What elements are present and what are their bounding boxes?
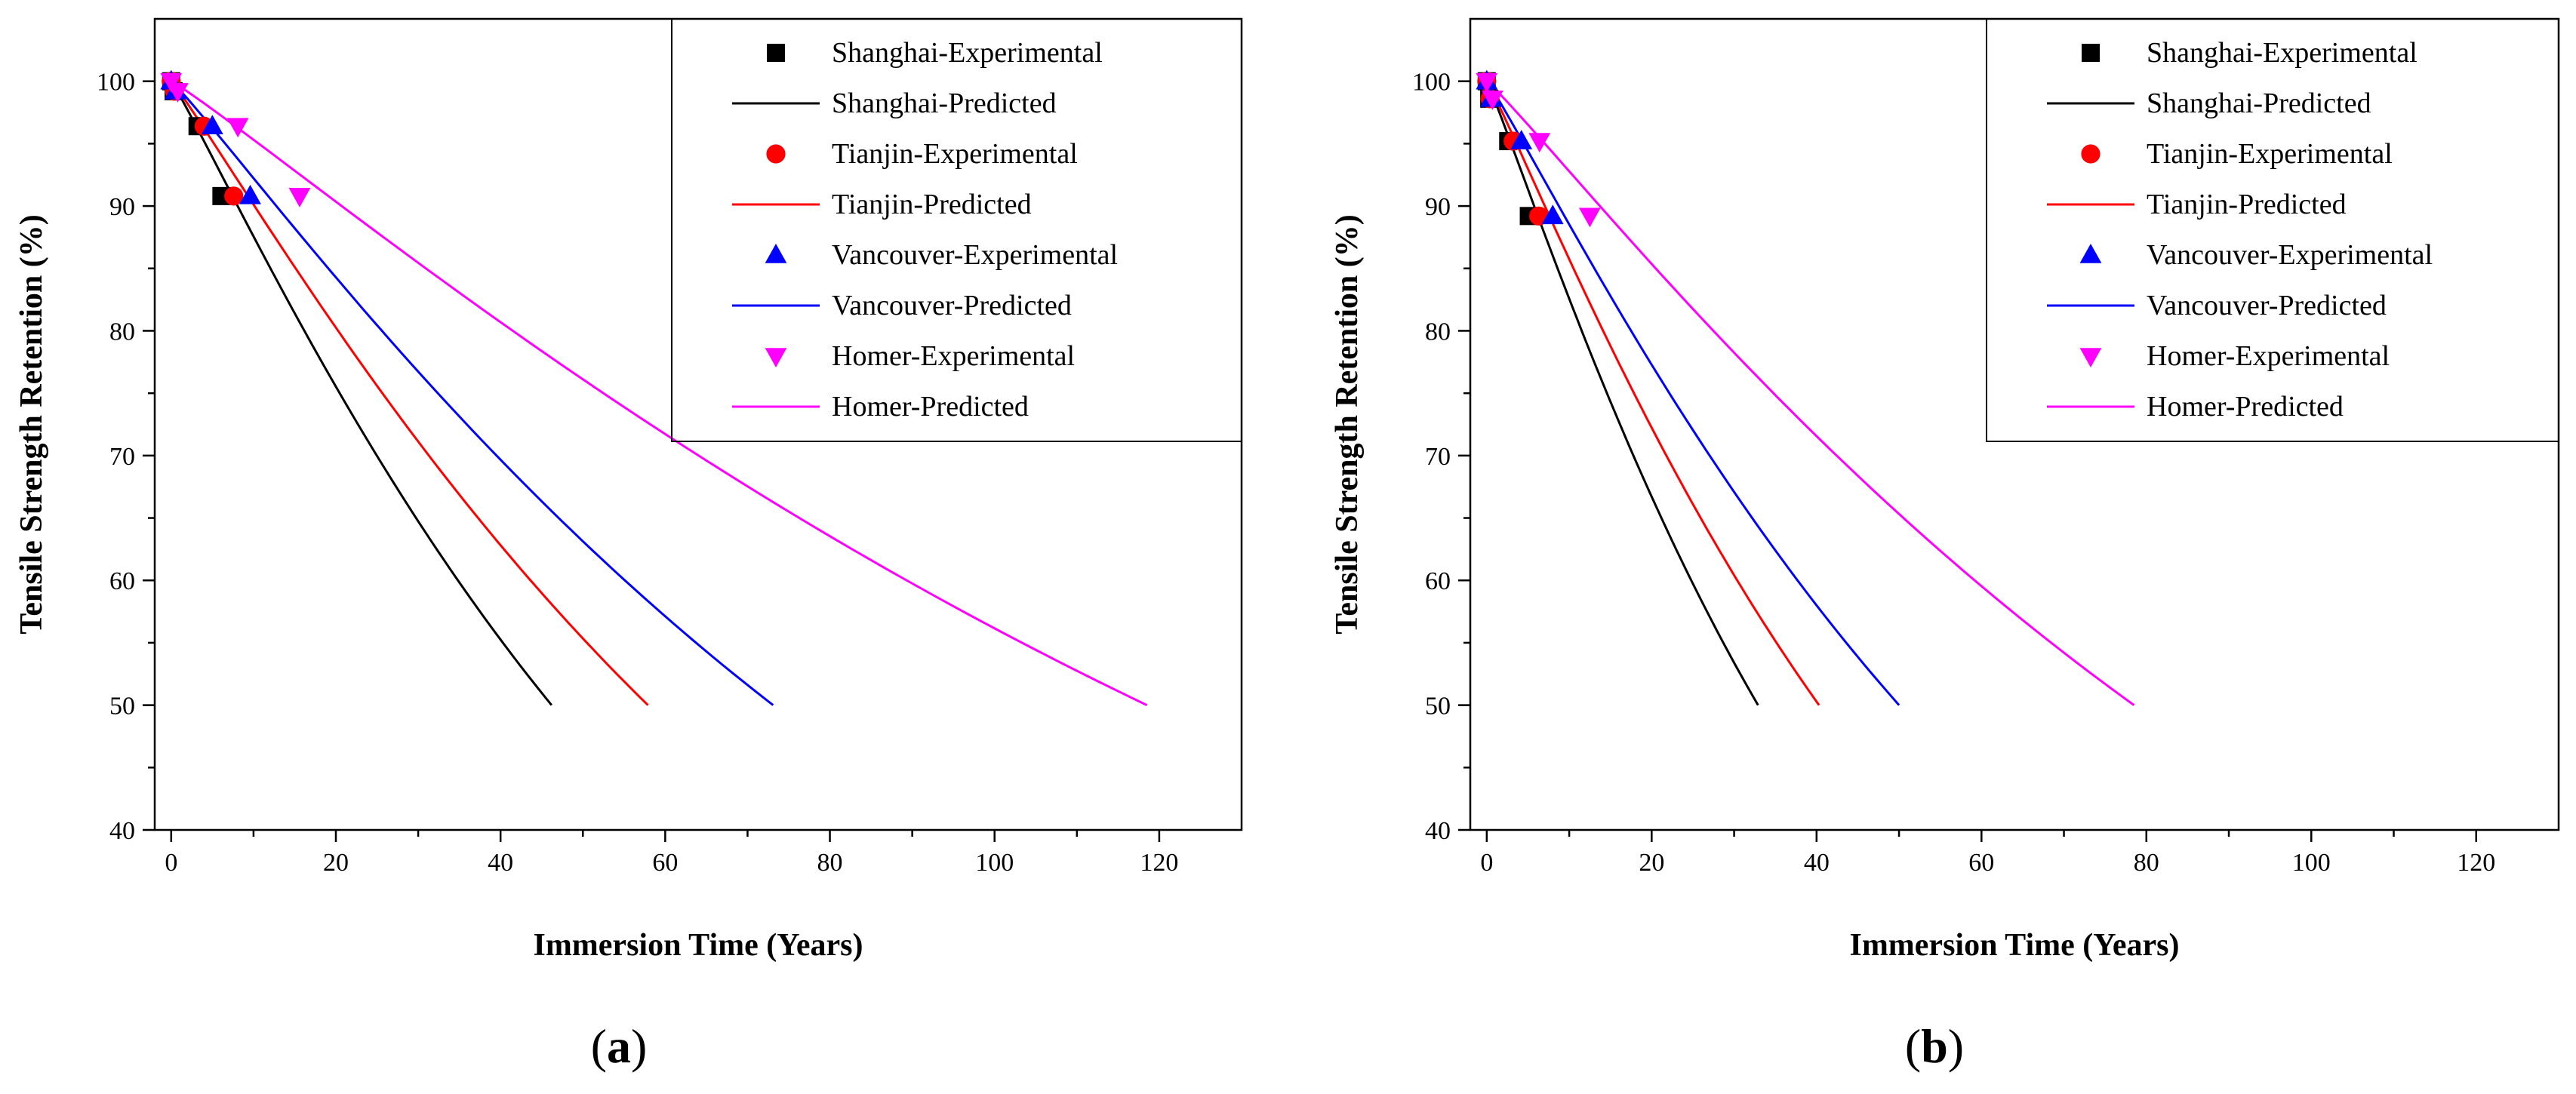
panel-label-close: ) (1948, 1019, 1964, 1073)
chart-panel-a: 0 20 40 60 80 100 120 40 50 60 70 80 90 100 Immersion … (14, 17, 1243, 1073)
legend-label: Shanghai-Experimental (832, 37, 1103, 69)
x-axis-title: Immersion Time (Years) (1849, 928, 2179, 963)
legend-label: Homer-Experimental (2147, 340, 2390, 372)
legend-marker-vancouver (765, 244, 787, 263)
tianjin-experimental-point (1529, 206, 1549, 226)
y-tick-label: 70 (109, 443, 135, 471)
shanghai-predicted-line (1485, 81, 1759, 706)
vancouver-predicted-line (1485, 80, 1900, 706)
homer-experimental-point (226, 118, 249, 138)
homer-experimental-point (1579, 207, 1601, 228)
panel-label-letter: b (1921, 1019, 1948, 1073)
legend-label: Homer-Predicted (2147, 391, 2344, 423)
panel-label-close: ) (631, 1019, 647, 1073)
x-tick-label: 120 (2457, 849, 2495, 877)
x-axis-title: Immersion Time (Years) (533, 928, 863, 963)
x-tick-label: 20 (323, 849, 349, 877)
x-tick-label: 60 (652, 849, 678, 877)
homer-experimental-point (167, 83, 189, 103)
panel-label: (b) (1905, 1019, 1964, 1073)
legend-marker-homer (765, 348, 787, 367)
legend-box (1986, 18, 2559, 442)
y-tick-label: 70 (1425, 443, 1451, 471)
y-tick-label: 50 (109, 693, 135, 721)
legend-marker-vancouver (2079, 244, 2102, 263)
x-tick-label: 60 (1968, 849, 1994, 877)
x-tick-label: 40 (488, 849, 513, 877)
panel-label: (a) (591, 1019, 648, 1073)
x-tick-label: 80 (2134, 849, 2159, 877)
homer-experimental-point (1528, 133, 1551, 153)
homer-experimental-point (1482, 91, 1503, 110)
x-tick-label: 120 (1140, 849, 1178, 877)
shanghai-predicted-line (170, 80, 552, 706)
x-tick-label: 0 (165, 849, 177, 877)
x-tick-label: 40 (1804, 849, 1830, 877)
legend-label: Shanghai-Predicted (2147, 88, 2371, 119)
y-tick-label: 60 (109, 567, 135, 595)
y-tick-label: 90 (1425, 193, 1451, 221)
legend-label: Homer-Experimental (832, 340, 1075, 372)
homer-experimental-point (288, 188, 311, 207)
legend-label: Tianjin-Predicted (832, 189, 1032, 220)
y-tick-label: 60 (1425, 567, 1451, 595)
homer-experimental-point (1476, 72, 1498, 93)
homer-experimental-point (160, 72, 183, 93)
y-tick-label: 40 (1425, 817, 1451, 845)
y-tick-label: 80 (1425, 318, 1451, 346)
x-tick-label: 100 (975, 849, 1014, 877)
legend-label: Shanghai-Predicted (832, 88, 1057, 119)
y-axis-title: Tensile Strength Retention (%) (14, 214, 49, 635)
legend-label: Vancouver-Experimental (2147, 239, 2433, 271)
legend-label: Tianjin-Experimental (832, 138, 1078, 170)
y-tick-label: 100 (1412, 69, 1451, 97)
legend-marker-homer (2079, 348, 2102, 367)
legend-label: Vancouver-Predicted (2147, 290, 2387, 321)
legend-label: Tianjin-Experimental (2147, 138, 2393, 170)
y-tick-label: 80 (109, 318, 135, 346)
legend-label: Homer-Predicted (832, 391, 1029, 423)
y-tick-label: 50 (1425, 693, 1451, 721)
legend-label: Shanghai-Experimental (2147, 37, 2418, 69)
vancouver-experimental-point (201, 115, 223, 135)
plot-frame (1469, 17, 2560, 831)
tianjin-predicted-line (170, 80, 649, 706)
y-axis-title: Tensile Strength Retention (%) (1330, 214, 1365, 635)
homer-predicted-line (170, 80, 1148, 706)
vancouver-experimental-point (239, 184, 261, 204)
tianjin-experimental-point (224, 186, 244, 206)
y-tick-label: 40 (109, 817, 135, 845)
y-tick-label: 100 (97, 69, 135, 97)
vancouver-experimental-point (1541, 204, 1564, 225)
x-tick-label: 80 (817, 849, 843, 877)
x-tick-label: 100 (2292, 849, 2331, 877)
legend-marker-tianjin (766, 144, 786, 164)
legend-box (671, 18, 1242, 442)
legend-marker-shanghai (2082, 44, 2100, 62)
plot-frame (153, 17, 1243, 831)
legend-label: Tianjin-Predicted (2147, 189, 2347, 220)
chart-panel-b: 0 20 40 60 80 100 120 40 50 60 70 80 90 100 Immersion … (1330, 17, 2560, 1073)
legend-label: Vancouver-Predicted (832, 290, 1072, 321)
legend-marker-tianjin (2081, 144, 2101, 164)
panel-label-open: ( (1905, 1019, 1921, 1073)
legend-marker-shanghai (767, 44, 785, 62)
tianjin-predicted-line (1485, 80, 1820, 706)
homer-predicted-line (1485, 80, 2135, 706)
x-tick-label: 20 (1639, 849, 1664, 877)
vancouver-experimental-point (1510, 130, 1533, 149)
y-tick-label: 90 (109, 193, 135, 221)
x-tick-label: 0 (1480, 849, 1493, 877)
panel-label-open: ( (591, 1019, 607, 1073)
vancouver-predicted-line (170, 80, 774, 706)
legend-label: Vancouver-Experimental (832, 239, 1118, 271)
panel-label-letter: a (607, 1019, 631, 1073)
